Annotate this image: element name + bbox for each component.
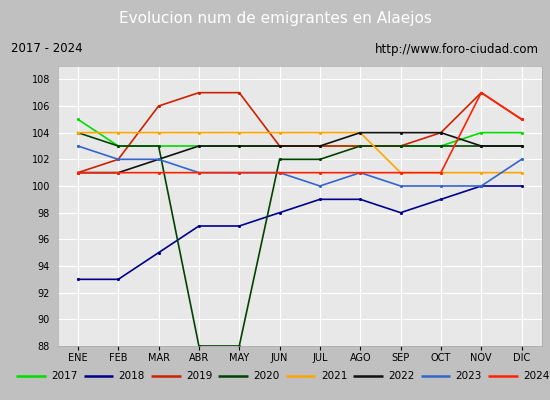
- Text: 2020: 2020: [254, 371, 280, 381]
- Text: 2017 - 2024: 2017 - 2024: [11, 42, 82, 56]
- Text: Evolucion num de emigrantes en Alaejos: Evolucion num de emigrantes en Alaejos: [119, 10, 431, 26]
- Text: 2024: 2024: [523, 371, 549, 381]
- Text: 2022: 2022: [388, 371, 415, 381]
- Text: 2021: 2021: [321, 371, 347, 381]
- Text: 2019: 2019: [186, 371, 212, 381]
- Text: http://www.foro-ciudad.com: http://www.foro-ciudad.com: [375, 42, 539, 56]
- Text: 2017: 2017: [51, 371, 78, 381]
- Text: 2023: 2023: [455, 371, 482, 381]
- Text: 2018: 2018: [119, 371, 145, 381]
